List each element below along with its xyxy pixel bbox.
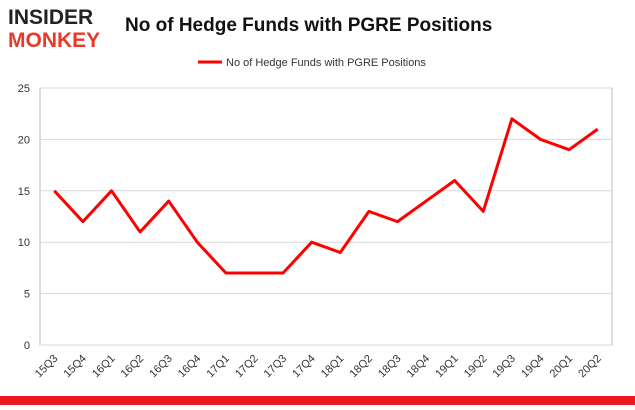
legend-label: No of Hedge Funds with PGRE Positions (226, 57, 426, 69)
data-line (53, 117, 599, 275)
logo-line2: MONKEY (8, 29, 100, 52)
logo-line1: INSIDER (8, 6, 93, 29)
y-tick-label: 5 (24, 289, 30, 301)
footer-bar (0, 396, 635, 405)
chart-title: No of Hedge Funds with PGRE Positions (125, 15, 492, 36)
y-tick-label: 25 (18, 83, 30, 95)
y-tick-label: 15 (18, 186, 30, 198)
y-tick-label: 0 (24, 340, 30, 352)
y-tick-label: 20 (18, 134, 30, 146)
y-tick-label: 10 (18, 237, 30, 249)
